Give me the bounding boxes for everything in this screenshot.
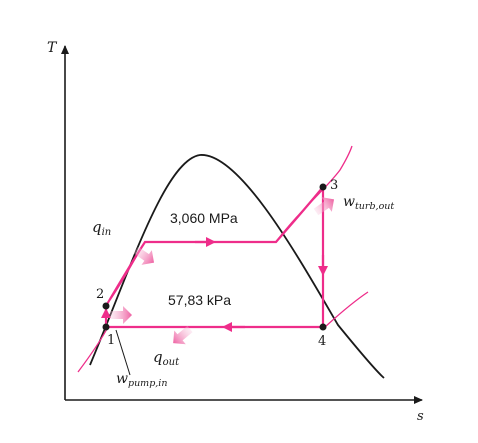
- w-pump-label: wpump,in: [116, 371, 167, 389]
- state-point-1: [102, 323, 110, 331]
- state-point-3: [319, 183, 327, 191]
- state-point-4: [319, 323, 327, 331]
- w-turb-label: wturb,out: [343, 194, 394, 212]
- w-pump-main: w: [116, 371, 128, 387]
- state-label-4: 4: [318, 334, 326, 349]
- w-turb-arrow: [313, 197, 335, 216]
- y-axis-label: T: [47, 40, 58, 56]
- q-in-label: qin: [92, 218, 111, 238]
- q-out-sub: out: [163, 357, 180, 368]
- x-axis-label: s: [417, 409, 424, 424]
- pressure-high-label: 3,060 MPa: [170, 210, 238, 226]
- state-label-1: 1: [107, 333, 115, 348]
- state-label-2: 2: [96, 287, 104, 302]
- q-in-sub: in: [102, 227, 112, 238]
- q-out-arrow: [173, 325, 193, 345]
- w-pump-sub: pump,in: [128, 378, 167, 389]
- w-pump-leader: [115, 329, 131, 376]
- pressure-low-label: 57,83 kPa: [168, 292, 231, 308]
- q-out-label: qout: [153, 348, 180, 368]
- w-pump-arrow: [110, 306, 132, 324]
- energy-arrows: [110, 197, 335, 345]
- state-label-3: 3: [330, 178, 338, 193]
- saturation-dome: [89, 154, 385, 379]
- w-turb-main: w: [343, 194, 355, 210]
- state-points: 1 2 3 4: [96, 178, 338, 349]
- flow-arrows: [101, 237, 328, 332]
- axes: T s: [47, 40, 424, 424]
- q-out-main: q: [153, 348, 163, 366]
- state-point-2: [102, 302, 110, 310]
- q-in-arrow: [133, 246, 155, 265]
- w-turb-sub: turb,out: [355, 201, 394, 212]
- q-in-main: q: [92, 218, 102, 236]
